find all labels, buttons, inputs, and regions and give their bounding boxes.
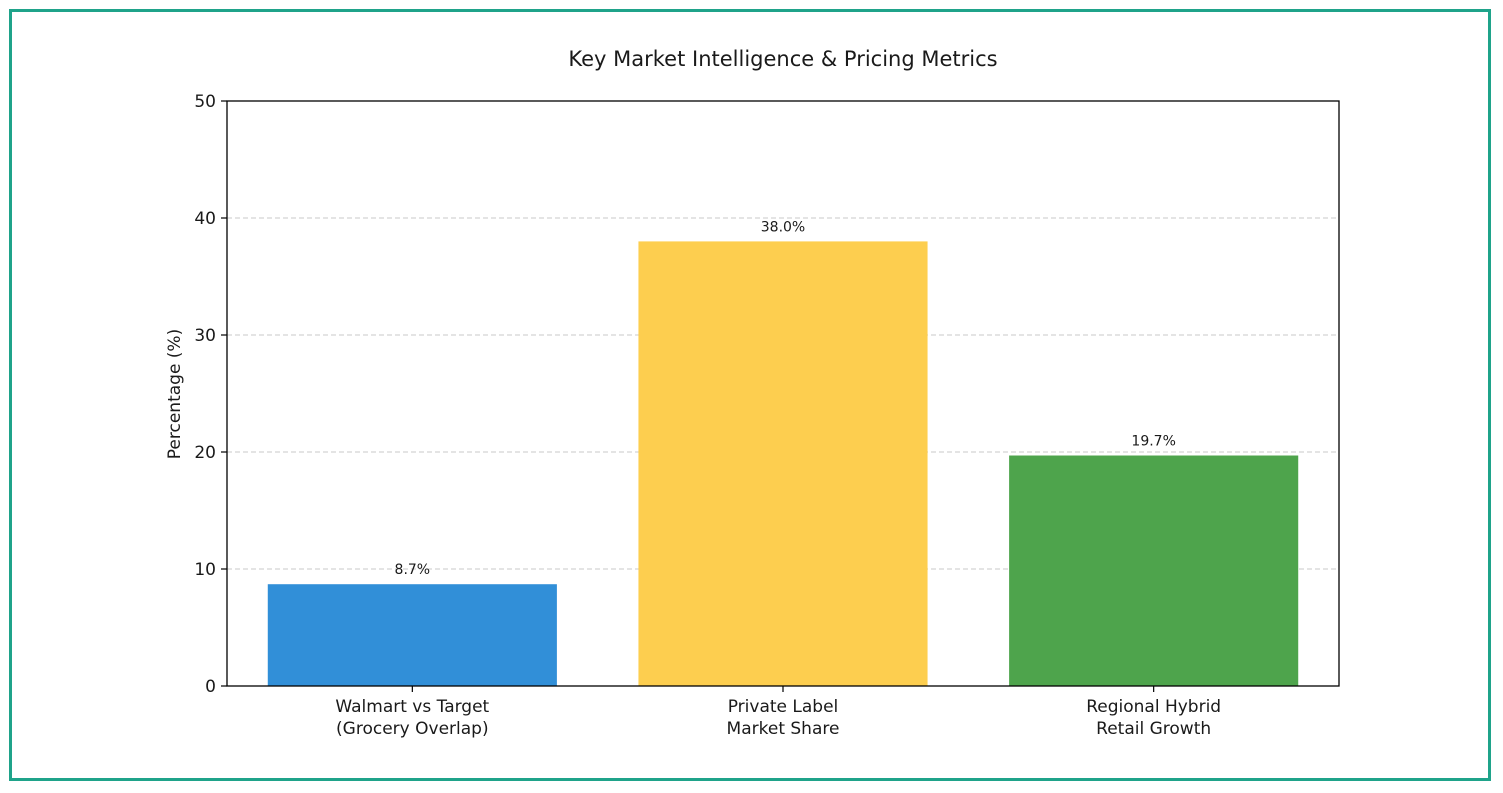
- bar-value-label: 19.7%: [1131, 434, 1175, 450]
- x-axis: Walmart vs Target(Grocery Overlap) Privat…: [335, 686, 1221, 739]
- x-tick-label: Walmart vs Target: [335, 697, 489, 717]
- x-tick-label: Private Label: [728, 697, 839, 717]
- y-tick-label: 50: [194, 92, 216, 112]
- y-tick-label: 0: [205, 677, 216, 697]
- chart-title: Key Market Intelligence & Pricing Metric…: [568, 47, 997, 71]
- y-axis-label: Percentage (%): [165, 329, 185, 459]
- y-tick-label: 30: [194, 326, 216, 346]
- x-tick-label: (Grocery Overlap): [336, 719, 489, 739]
- x-tick-label: Regional Hybrid: [1086, 697, 1221, 717]
- bar-value-label: 38.0%: [761, 219, 805, 235]
- bar: [1009, 455, 1299, 686]
- bar-value-label: 8.7%: [395, 562, 431, 578]
- bars: [267, 241, 1299, 686]
- x-tick-label: Retail Growth: [1096, 719, 1211, 739]
- y-tick-label: 10: [194, 560, 216, 580]
- y-tick-label: 20: [194, 443, 216, 463]
- x-tick-label: Market Share: [727, 719, 840, 739]
- bar: [638, 241, 928, 686]
- data-labels: 8.7% 38.0% 19.7%: [395, 219, 1176, 578]
- y-axis: 0 10 20 30 40 50: [194, 92, 227, 697]
- y-tick-label: 40: [194, 209, 216, 229]
- bar: [267, 584, 557, 686]
